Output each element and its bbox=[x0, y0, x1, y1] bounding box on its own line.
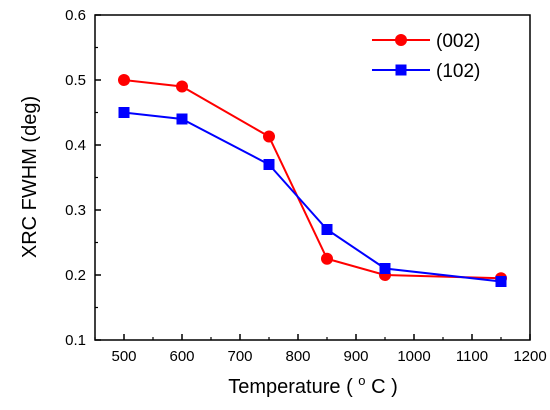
data-point-square bbox=[379, 263, 391, 274]
x-tick-label-1100: 1100 bbox=[456, 348, 488, 365]
x-tick-label-800: 800 bbox=[285, 348, 310, 365]
legend-label-1: (002) bbox=[436, 31, 480, 52]
legend-label-2: (102) bbox=[436, 61, 480, 82]
data-point-square bbox=[495, 276, 507, 287]
data-point-square bbox=[176, 113, 188, 125]
x-axis-title-paren: ( bbox=[346, 376, 353, 398]
y-tick-label-0.4: 0.4 bbox=[65, 137, 86, 154]
data-point-circle bbox=[263, 130, 275, 143]
series-line-2 bbox=[123, 111, 502, 283]
y-tick-label-0.5: 0.5 bbox=[65, 72, 86, 89]
y-tick-label-0.6: 0.6 bbox=[65, 7, 86, 24]
y-tick-label-0.2: 0.2 bbox=[65, 267, 86, 284]
data-point-square bbox=[118, 107, 130, 118]
data-point-circle bbox=[321, 252, 333, 265]
x-tick-label-700: 700 bbox=[227, 348, 252, 365]
series-1 bbox=[118, 74, 507, 285]
x-axis-title-degree: o bbox=[358, 373, 365, 388]
legend-marker-circle bbox=[395, 34, 407, 46]
data-point-circle bbox=[118, 74, 130, 86]
x-tick-label-1200: 1200 bbox=[513, 348, 546, 365]
series-2 bbox=[118, 107, 507, 287]
data-point-square bbox=[321, 224, 333, 235]
x-tick-label-600: 600 bbox=[169, 348, 194, 365]
legend: (002) (102) bbox=[372, 31, 480, 82]
x-tick-label-500: 500 bbox=[111, 348, 136, 365]
legend-marker-square bbox=[395, 64, 407, 76]
x-tick-label-1000: 1000 bbox=[397, 348, 430, 365]
series-line-1 bbox=[123, 79, 502, 280]
y-tick-label-0.1: 0.1 bbox=[65, 332, 86, 349]
x-axis-title-unit: C bbox=[371, 376, 385, 398]
y-tick-label-0.3: 0.3 bbox=[65, 202, 86, 219]
data-point-circle bbox=[176, 80, 188, 93]
x-axis-title-main: Temperature bbox=[228, 376, 340, 398]
x-axis-title-close: ) bbox=[391, 376, 398, 398]
x-tick-label-900: 900 bbox=[343, 348, 368, 365]
x-axis-title: Temperature ( o C ) bbox=[228, 368, 398, 398]
data-point-square bbox=[263, 159, 275, 170]
y-axis-title: XRC FWHM (deg) bbox=[19, 96, 41, 258]
